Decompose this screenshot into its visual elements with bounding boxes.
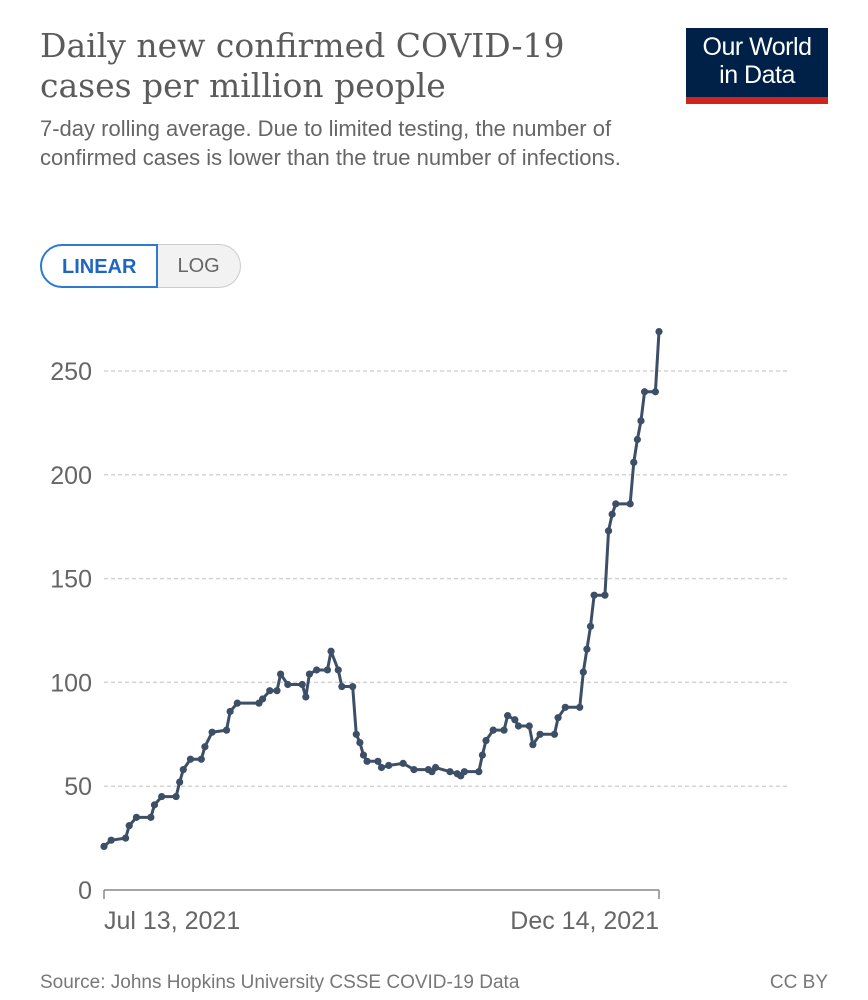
data-point [460,768,468,776]
data-point [313,666,321,674]
data-point [222,726,231,734]
data-point [561,703,569,711]
data-point [359,751,368,759]
data-point [633,435,641,444]
data-point [201,743,209,751]
owid-logo[interactable]: Our World in Data [686,28,828,104]
data-point [612,500,620,508]
y-tick-label: 150 [50,566,92,594]
data-point [356,739,364,747]
y-tick-label: 250 [50,358,92,386]
data-point [107,836,115,844]
data-point [431,763,440,772]
data-point [525,722,533,730]
data-point [374,757,382,765]
data-point [172,792,180,801]
data-point [349,682,357,691]
data-point [576,703,584,711]
data-point [590,591,598,599]
y-tick-label: 50 [64,773,92,801]
log-scale-button[interactable]: LOG [157,244,241,288]
data-point [150,801,159,809]
data-point [100,842,108,851]
y-tick-label: 200 [50,462,92,490]
data-point [338,682,346,691]
data-point [399,759,407,767]
data-point [334,666,342,674]
line-chart: 0 50 100 150 200 250 Jul 13, 2021 Dec 14, 2021 [50,327,790,935]
data-point [475,768,483,776]
data-point [327,647,335,655]
data-point [536,730,544,738]
data-point [500,726,508,734]
data-point [273,687,281,695]
data-point [511,716,519,724]
data-point [550,730,559,738]
data-point [583,645,591,653]
data-point [446,768,454,776]
data-point [655,327,663,336]
logo-line-2: in Data [719,61,795,89]
data-point [284,680,292,689]
data-point [125,822,133,830]
data-point [554,714,562,722]
data-point [132,813,141,821]
linear-scale-button[interactable]: LINEAR [40,244,159,288]
logo-line-1: Our World [702,33,812,61]
data-point [514,722,523,730]
chart-title: Daily new confirmed COVID-19 cases per m… [40,26,565,105]
data-point [579,668,587,676]
data-point [529,741,537,749]
data-point [266,687,274,695]
data-point [226,707,234,716]
data-point [122,834,130,842]
data-point [179,765,187,774]
scale-toggle: LINEAR LOG [40,244,241,288]
data-point [158,792,166,801]
y-tick-label: 100 [50,669,92,697]
data-point [651,388,659,396]
data-point [489,726,497,734]
x-tick-label: Jul 13, 2021 [104,907,240,935]
source-note: Source: Johns Hopkins University CSSE CO… [40,972,520,993]
data-point [233,699,241,707]
data-point [363,757,371,765]
data-point [586,622,595,630]
data-point [258,695,267,703]
data-point [637,417,645,425]
data-point [302,693,310,701]
data-point [176,778,184,786]
data-point [323,666,332,674]
x-tick-label: Dec 14, 2021 [510,907,659,935]
data-point [630,458,638,466]
data-point [410,765,418,774]
data-point [186,755,195,763]
data-point [604,527,613,535]
data-point [478,751,487,759]
data-point [352,730,360,738]
data-point [147,813,155,821]
data-point [385,761,393,770]
data-point [608,510,616,518]
license-link[interactable]: CC BY [769,972,828,993]
y-tick-label: 0 [78,877,92,905]
data-point [504,712,512,720]
data-point [298,680,306,689]
data-point [626,500,634,508]
data-point [640,388,649,396]
data-point [482,736,490,745]
chart-subtitle: 7-day rolling average. Due to limited te… [40,116,621,170]
data-point [377,763,386,772]
data-point [276,670,285,678]
data-point [197,755,205,763]
data-point [601,591,609,599]
data-point [305,670,314,678]
data-point [208,728,216,736]
